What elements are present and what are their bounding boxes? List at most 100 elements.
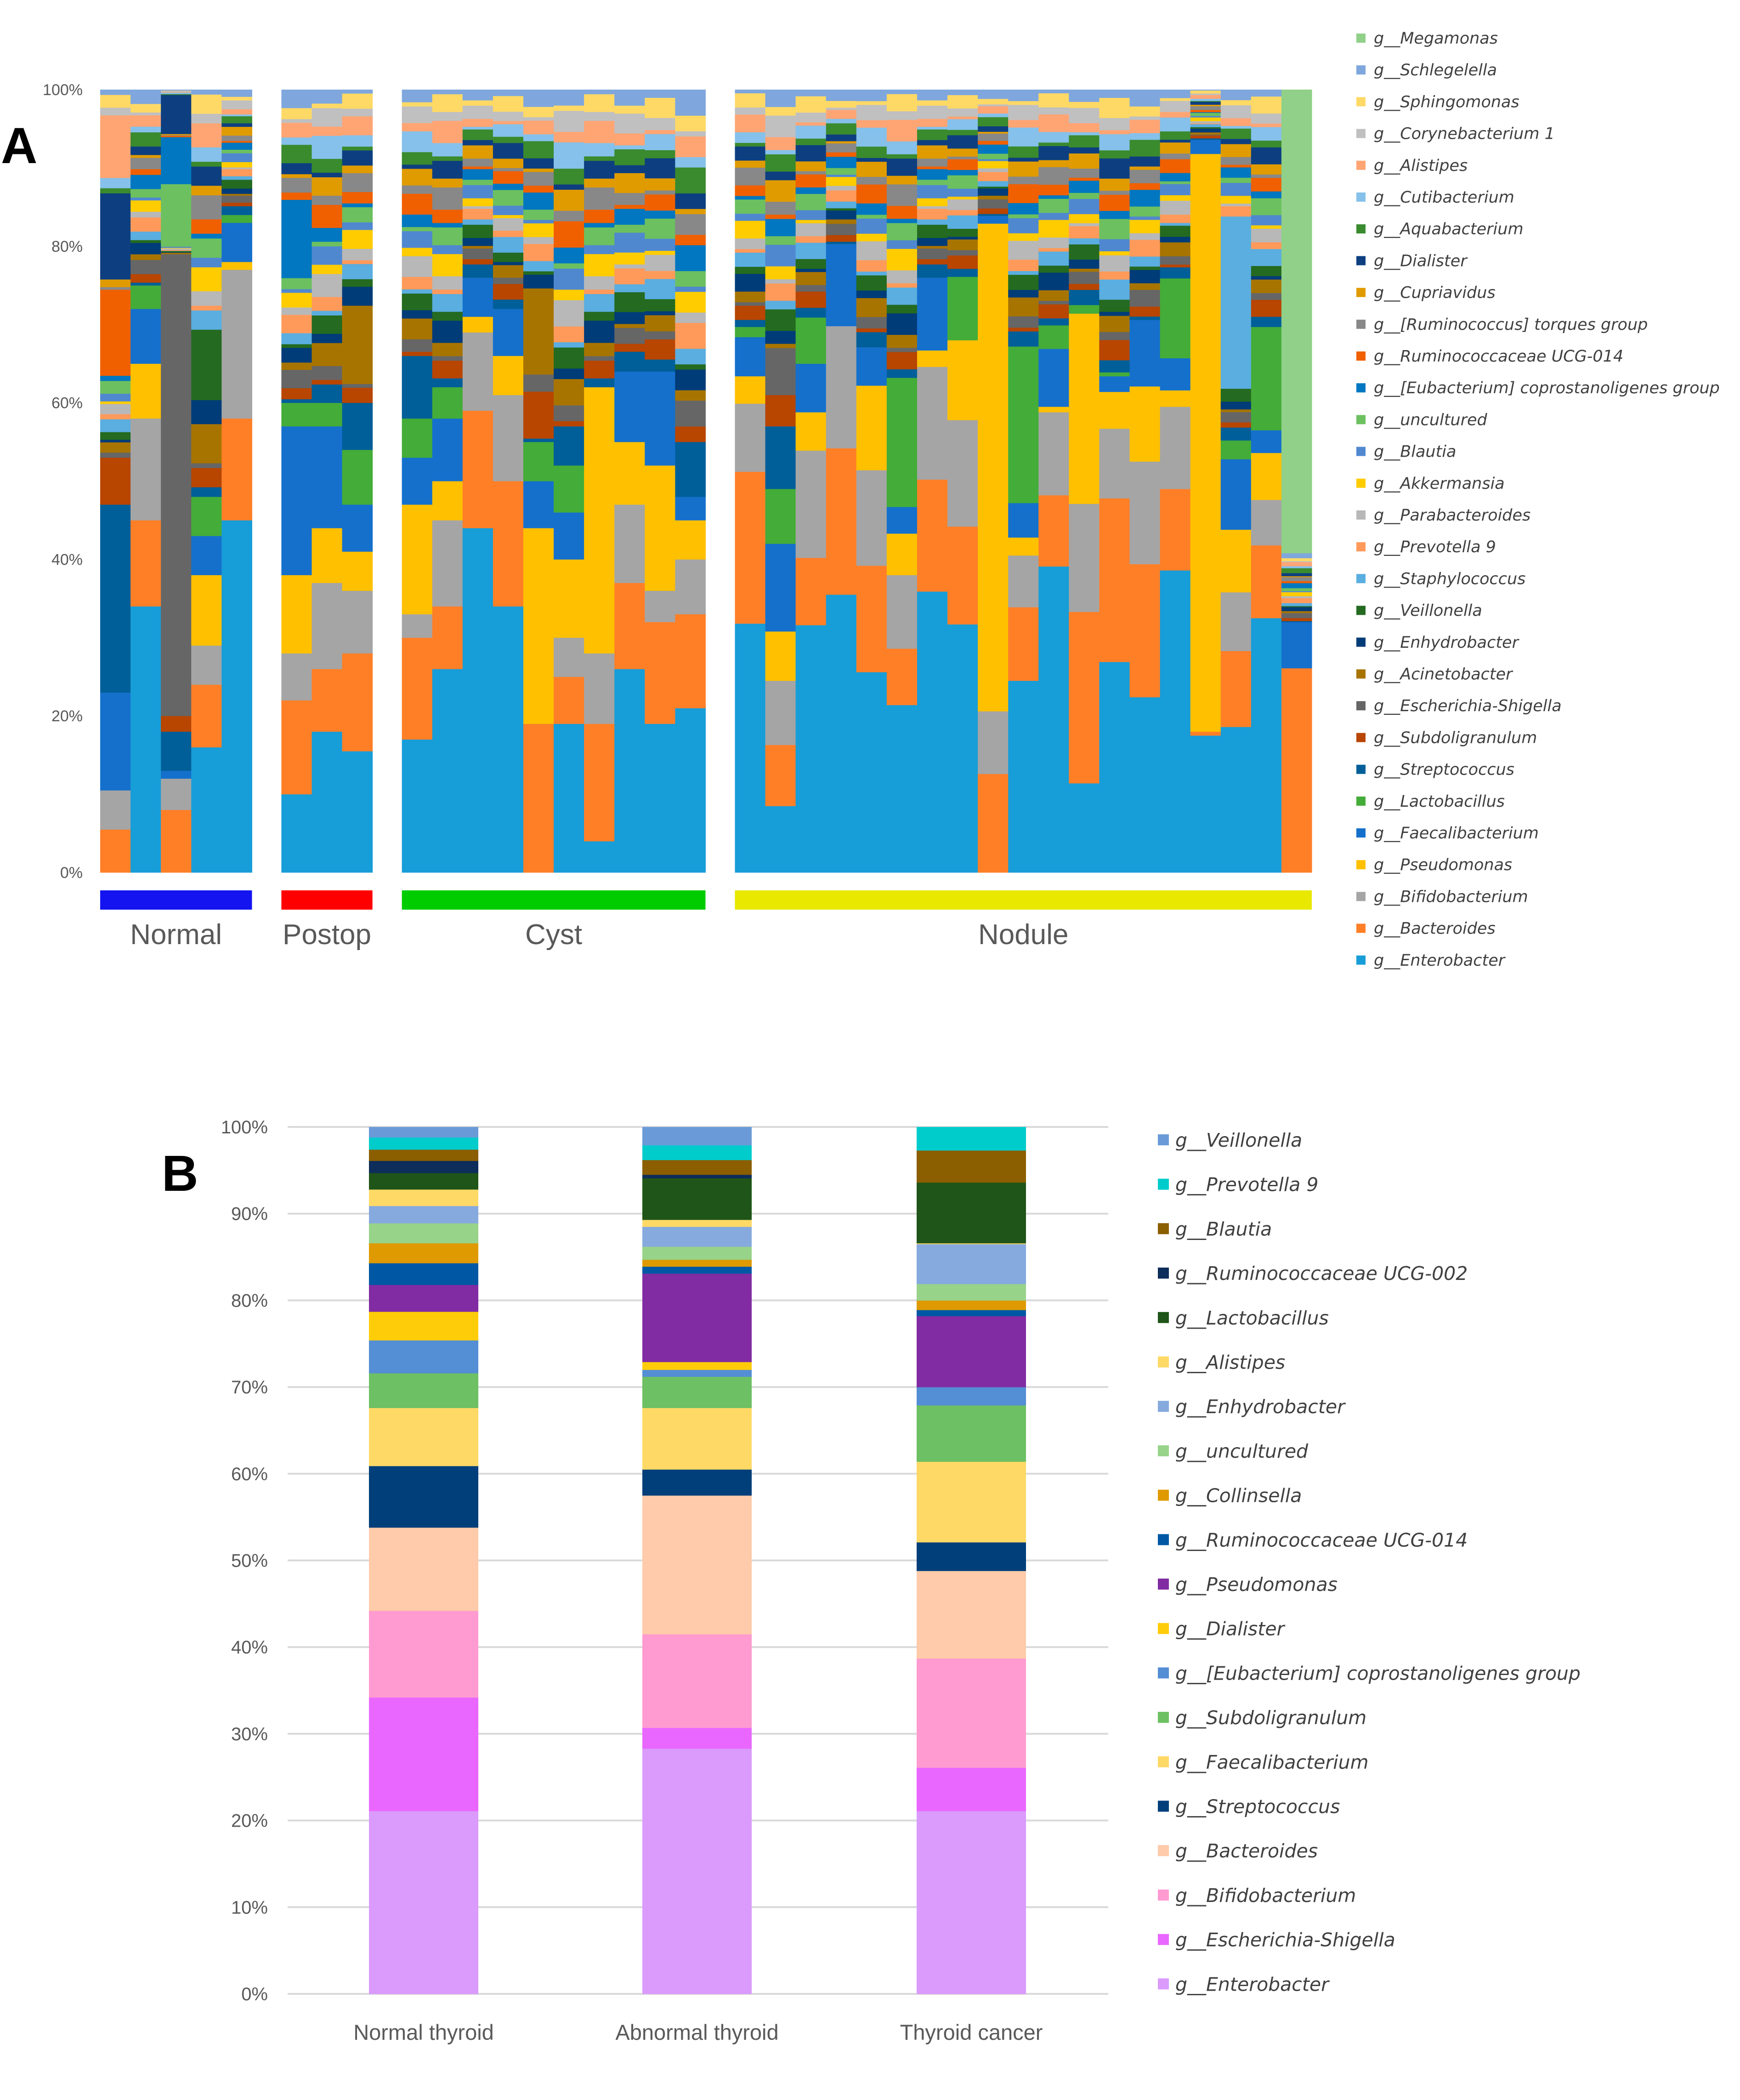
legend-label: g__Enterobacter xyxy=(1374,951,1506,970)
bar-segment xyxy=(1251,300,1282,317)
bar-segment xyxy=(1281,606,1312,607)
bar-segment xyxy=(402,168,433,186)
bar-segment xyxy=(281,174,312,178)
bar-segment xyxy=(917,129,948,140)
bar-segment xyxy=(462,198,493,206)
bar-segment xyxy=(1220,216,1252,389)
bar-segment xyxy=(402,351,433,356)
bar-segment xyxy=(645,359,675,372)
bar-segment xyxy=(1008,555,1039,607)
bar-segment xyxy=(462,259,493,265)
bar-segment xyxy=(917,1461,1026,1543)
bar-segment xyxy=(675,286,706,292)
bar-segment xyxy=(856,271,887,276)
bar-segment xyxy=(584,387,615,654)
bar-segment xyxy=(1220,427,1252,441)
bar-segment xyxy=(554,637,584,677)
bar-segment xyxy=(886,249,918,271)
bar-segment xyxy=(1069,238,1100,245)
bar-segment xyxy=(281,314,312,334)
bar-segment xyxy=(584,178,615,188)
bar-segment xyxy=(886,378,918,507)
bar-segment xyxy=(614,192,645,205)
bar-segment xyxy=(917,169,948,180)
legend-swatch xyxy=(1356,606,1366,615)
bar-segment xyxy=(432,668,463,873)
bar-segment xyxy=(765,395,796,427)
bar-segment xyxy=(191,161,222,167)
bar-segment xyxy=(493,136,524,143)
bar-segment xyxy=(614,209,645,225)
bar-segment xyxy=(1038,107,1069,115)
bar-segment xyxy=(1038,114,1069,132)
bar-segment xyxy=(947,255,978,269)
y-tick-label: 20% xyxy=(51,708,83,725)
bar-segment xyxy=(1220,422,1252,428)
bar-segment xyxy=(1038,325,1069,349)
bar-segment xyxy=(1099,391,1130,429)
bar-segment xyxy=(523,288,554,375)
bar-segment xyxy=(675,291,706,313)
bar-segment xyxy=(1251,90,1282,97)
bar-segment xyxy=(1220,203,1252,206)
bar-segment xyxy=(312,108,343,127)
bar-segment xyxy=(369,1610,478,1698)
bar-segment xyxy=(342,449,373,505)
bar-segment xyxy=(191,305,222,311)
bar-segment xyxy=(917,277,948,351)
bar-segment xyxy=(1190,104,1221,107)
bar-segment xyxy=(312,583,343,669)
bar-segment xyxy=(161,92,192,94)
bar-segment xyxy=(978,223,1009,712)
bar-segment xyxy=(281,794,312,873)
bar-segment xyxy=(312,528,343,583)
bar-segment xyxy=(161,251,192,253)
bar-segment xyxy=(947,148,978,157)
bar-segment xyxy=(1038,220,1069,238)
bar-segment xyxy=(342,249,373,260)
bar-segment xyxy=(402,131,433,153)
bar-segment xyxy=(462,277,493,317)
bar-segment xyxy=(645,311,675,316)
bar-segment xyxy=(917,140,948,146)
bar-segment xyxy=(281,347,312,363)
bar-segment xyxy=(281,163,312,175)
bar-segment xyxy=(978,98,1009,105)
bar-segment xyxy=(130,520,161,607)
bar-segment xyxy=(947,90,978,96)
bar-segment xyxy=(1099,376,1130,392)
bar-segment xyxy=(947,159,978,170)
bar-segment xyxy=(1038,412,1069,496)
bar-segment xyxy=(493,171,524,184)
bar-segment xyxy=(1008,90,1039,102)
bar-segment xyxy=(917,185,948,198)
legend-swatch xyxy=(1356,955,1366,965)
bar-segment xyxy=(1160,225,1191,237)
bar-segment xyxy=(917,259,948,265)
bar-segment xyxy=(402,102,433,107)
bar-segment xyxy=(342,192,373,204)
bar-segment xyxy=(795,268,827,272)
bar-segment xyxy=(917,479,948,592)
bar-segment xyxy=(856,672,887,873)
bar-segment xyxy=(493,124,524,137)
legend-label: g__Cutibacterium xyxy=(1374,188,1514,207)
bar-segment xyxy=(1069,504,1100,612)
bar-segment xyxy=(312,195,343,205)
bar-segment xyxy=(1251,327,1282,430)
bar-segment xyxy=(645,622,675,724)
bar-segment xyxy=(1190,731,1221,736)
bar-segment xyxy=(645,315,675,332)
bar-segment xyxy=(554,221,584,248)
bar-segment xyxy=(462,209,493,220)
bar-segment xyxy=(191,147,222,162)
bar-segment xyxy=(1160,200,1191,215)
bar-segment xyxy=(1160,489,1191,571)
bar-segment xyxy=(554,405,584,421)
legend-label: g__uncultured xyxy=(1175,1440,1309,1462)
bar-segment xyxy=(1220,177,1252,183)
legend-swatch xyxy=(1158,1579,1169,1590)
legend-label: g__Acinetobacter xyxy=(1374,665,1513,684)
bar-segment xyxy=(795,223,827,237)
bar-segment xyxy=(523,237,554,244)
